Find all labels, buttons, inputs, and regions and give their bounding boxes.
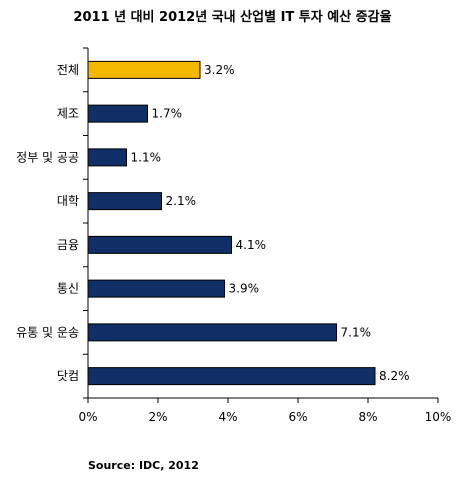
- chart-title: 2011 년 대비 2012년 국내 산업별 IT 투자 예산 증감율: [73, 10, 392, 25]
- bar-0: [87, 60, 201, 79]
- bar-7: [87, 367, 376, 386]
- data-label-4: 4.1%: [236, 238, 267, 252]
- x-tick-label-4: 8%: [358, 410, 377, 424]
- bar-2: [87, 148, 127, 167]
- bar-1: [87, 104, 148, 123]
- bar-4: [87, 235, 232, 254]
- category-label-1: 제조: [57, 107, 79, 121]
- data-label-2: 1.1%: [131, 150, 162, 164]
- category-label-5: 통신: [57, 282, 79, 296]
- x-axis: 0% 2% 4% 6% 8% 10%: [78, 47, 452, 424]
- category-label-7: 닷컴: [57, 369, 79, 383]
- x-tick-label-1: 2%: [148, 410, 167, 424]
- category-label-6: 유통 및 운송: [16, 325, 79, 339]
- data-label-0: 3.2%: [204, 63, 235, 77]
- bar-6: [87, 323, 337, 342]
- category-label-2: 정부 및 공공: [16, 150, 79, 164]
- bars-group: [87, 60, 376, 386]
- bar-3: [87, 192, 162, 211]
- x-tick-label-0: 0%: [78, 410, 97, 424]
- category-label-0: 전체: [57, 63, 79, 77]
- bar-5: [87, 279, 225, 298]
- x-tick-label-5: 10%: [425, 410, 452, 424]
- data-labels: 3.2% 1.7% 1.1% 2.1% 4.1% 3.9% 7.1% 8.2%: [131, 63, 410, 383]
- data-label-3: 2.1%: [166, 194, 197, 208]
- source-note: Source: IDC, 2012: [88, 459, 199, 472]
- category-label-4: 금융: [57, 238, 79, 252]
- x-tick-label-2: 4%: [218, 410, 237, 424]
- x-tick-label-3: 6%: [288, 410, 307, 424]
- data-label-5: 3.9%: [229, 282, 260, 296]
- data-label-6: 7.1%: [341, 325, 372, 339]
- data-label-7: 8.2%: [379, 369, 410, 383]
- category-label-3: 대학: [57, 194, 79, 208]
- data-label-1: 1.7%: [152, 107, 183, 121]
